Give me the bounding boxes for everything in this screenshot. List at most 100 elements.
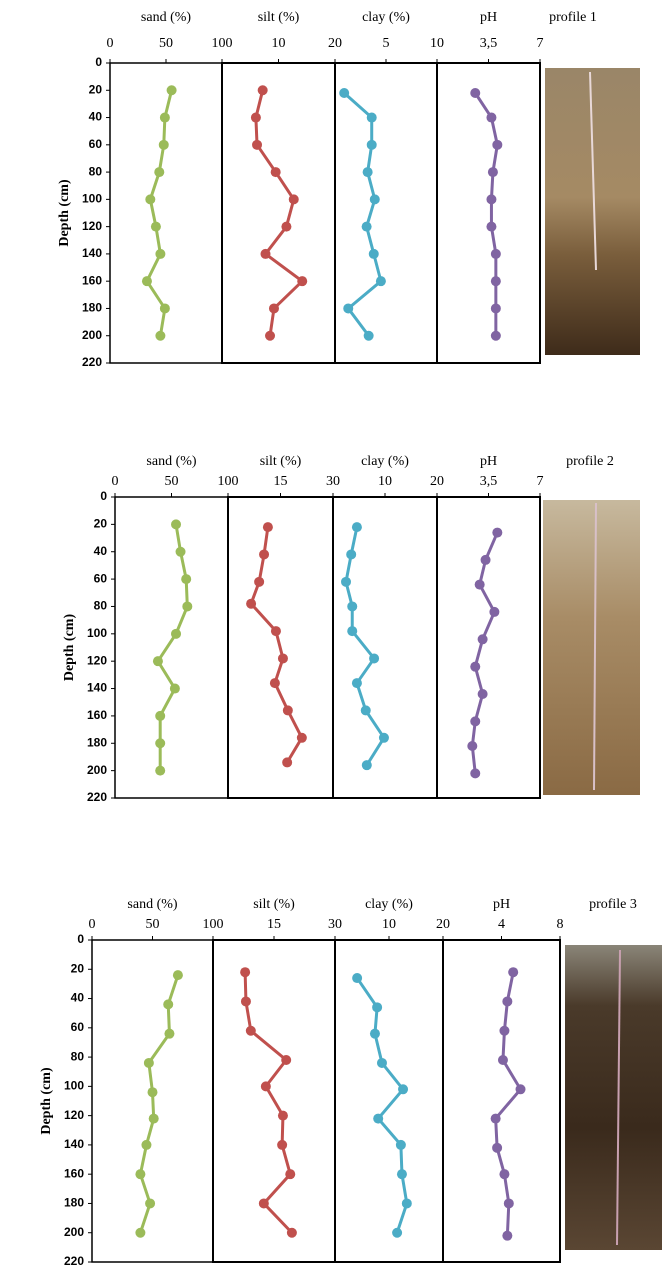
data-point bbox=[375, 276, 386, 287]
data-point bbox=[297, 276, 308, 287]
y-tick-label: 160 bbox=[82, 273, 102, 287]
data-point bbox=[147, 1087, 158, 1098]
data-point bbox=[395, 1139, 406, 1150]
data-point bbox=[352, 973, 363, 984]
data-point bbox=[181, 574, 192, 585]
data-point bbox=[369, 194, 380, 205]
plot-frame bbox=[221, 62, 336, 364]
data-point bbox=[143, 1057, 154, 1068]
y-tick-label: 100 bbox=[87, 626, 107, 640]
x-tick-label: 8 bbox=[557, 917, 564, 932]
y-tick-label: 20 bbox=[71, 961, 85, 975]
y-tick-label: 80 bbox=[89, 164, 103, 178]
data-point bbox=[401, 1198, 412, 1209]
data-point bbox=[288, 194, 299, 205]
x-tick-label: 50 bbox=[146, 917, 160, 932]
data-point bbox=[363, 330, 374, 341]
data-point bbox=[492, 1142, 503, 1153]
x-tick-label: 20 bbox=[430, 474, 444, 489]
x-axis-label: sand (%) bbox=[141, 10, 191, 25]
data-point bbox=[257, 85, 268, 96]
data-point bbox=[262, 522, 273, 533]
y-tick-label: 140 bbox=[87, 681, 107, 695]
data-point bbox=[490, 303, 501, 314]
data-point bbox=[135, 1227, 146, 1238]
y-tick-label: 200 bbox=[87, 763, 107, 777]
data-point bbox=[477, 689, 488, 700]
data-point bbox=[489, 606, 500, 617]
y-tick-label: 180 bbox=[64, 1196, 84, 1210]
x-tick-label: 0 bbox=[112, 474, 119, 489]
data-point bbox=[150, 221, 161, 232]
y-tick-label: 100 bbox=[82, 192, 102, 206]
y-tick-label: 140 bbox=[64, 1137, 84, 1151]
photo-label: profile 1 bbox=[549, 10, 597, 25]
data-point bbox=[148, 1113, 159, 1124]
y-tick-label: 80 bbox=[94, 599, 108, 613]
data-point bbox=[159, 303, 170, 314]
data-point bbox=[346, 549, 357, 560]
data-point bbox=[145, 1198, 156, 1209]
plot-frame bbox=[334, 939, 444, 1263]
data-point bbox=[163, 999, 174, 1010]
data-point bbox=[240, 967, 251, 978]
data-point bbox=[351, 678, 362, 689]
data-point bbox=[376, 1057, 387, 1068]
y-tick-label: 100 bbox=[64, 1079, 84, 1093]
data-point bbox=[470, 716, 481, 727]
y-tick-label: 0 bbox=[77, 932, 84, 946]
data-line bbox=[470, 531, 499, 774]
data-point bbox=[487, 167, 498, 178]
y-tick-label: 60 bbox=[89, 137, 103, 151]
data-point bbox=[269, 678, 280, 689]
data-point bbox=[270, 626, 281, 637]
data-point bbox=[378, 732, 389, 743]
photo-label: profile 3 bbox=[589, 897, 637, 912]
y-tick-label: 60 bbox=[94, 571, 108, 585]
x-tick-label: 10 bbox=[382, 917, 396, 932]
data-point bbox=[499, 1025, 510, 1036]
data-point bbox=[155, 710, 166, 721]
data-point bbox=[341, 576, 351, 587]
data-point bbox=[398, 1084, 409, 1095]
data-point bbox=[366, 139, 377, 150]
data-point bbox=[286, 1227, 297, 1238]
x-tick-label: 5 bbox=[383, 36, 390, 51]
data-point bbox=[502, 996, 513, 1007]
tape bbox=[616, 949, 621, 1246]
data-point bbox=[467, 741, 478, 752]
x-axis-label: sand (%) bbox=[127, 897, 177, 912]
y-tick-label: 40 bbox=[94, 544, 108, 558]
data-point bbox=[260, 1081, 271, 1092]
data-point bbox=[281, 221, 292, 232]
data-point bbox=[343, 303, 354, 314]
x-tick-label: 7 bbox=[537, 474, 544, 489]
tape bbox=[593, 502, 597, 791]
data-line bbox=[494, 971, 523, 1236]
data-point bbox=[135, 1169, 146, 1180]
y-tick-label: 200 bbox=[64, 1225, 84, 1239]
x-tick-label: 30 bbox=[328, 917, 342, 932]
y-tick-label: 120 bbox=[82, 219, 102, 233]
data-point bbox=[259, 549, 270, 560]
data-point bbox=[260, 248, 271, 259]
data-point bbox=[499, 1169, 510, 1180]
data-point bbox=[470, 661, 481, 672]
data-point bbox=[347, 601, 358, 612]
plot-frame bbox=[442, 939, 561, 1263]
data-point bbox=[246, 598, 257, 609]
x-tick-label: 3,5 bbox=[480, 474, 498, 489]
data-point bbox=[152, 656, 163, 667]
x-tick-label: 100 bbox=[203, 917, 224, 932]
y-tick-label: 220 bbox=[64, 1254, 84, 1268]
x-axis-label: silt (%) bbox=[260, 454, 302, 469]
data-point bbox=[490, 248, 501, 259]
x-tick-label: 0 bbox=[107, 36, 114, 51]
data-point bbox=[490, 276, 501, 287]
x-axis-label: clay (%) bbox=[362, 10, 410, 25]
data-point bbox=[470, 768, 481, 779]
data-point bbox=[474, 579, 485, 590]
data-point bbox=[486, 112, 497, 123]
